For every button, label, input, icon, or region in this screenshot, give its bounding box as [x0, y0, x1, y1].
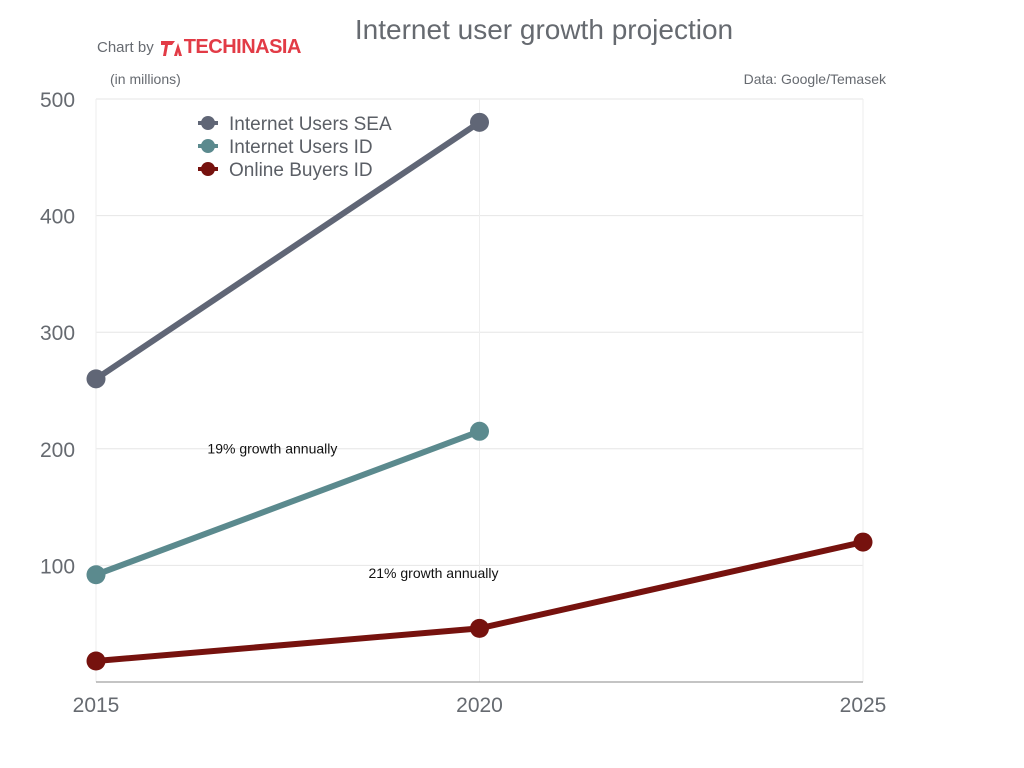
- y-tick-label-100: 100: [40, 555, 75, 578]
- annotation-0: 19% growth annually: [207, 440, 337, 456]
- x-tick-label-2020: 2020: [456, 694, 503, 717]
- y-tick-label-300: 300: [40, 322, 75, 345]
- y-tick-label-500: 500: [40, 89, 75, 112]
- credit-prefix: Chart by: [97, 39, 154, 56]
- techinasia-logo-icon: [160, 40, 182, 56]
- y-tick-label-200: 200: [40, 439, 75, 462]
- techinasia-logo: TECHINASIA: [160, 36, 301, 59]
- grid: [95, 98, 864, 682]
- y-tick-label-400: 400: [40, 206, 75, 229]
- brand-name: TECHINASIA: [183, 36, 302, 58]
- legend-label-0: Internet Users SEA: [229, 114, 392, 135]
- chart-credit: Chart by TECHINASIA: [97, 36, 301, 59]
- series-line-1: [93, 428, 483, 578]
- series-layer: [86, 112, 873, 671]
- legend-marker-0: [201, 116, 215, 130]
- data-point-2-1: [470, 618, 489, 638]
- unit-label: (in millions): [110, 71, 181, 87]
- x-tick-label-2015: 2015: [73, 694, 120, 717]
- data-point-1-1: [470, 421, 489, 441]
- annotation-1: 21% growth annually: [368, 565, 498, 581]
- legend-marker-1: [201, 139, 215, 153]
- data-source: Data: Google/Temasek: [743, 71, 886, 87]
- x-tick-label-2025: 2025: [840, 694, 887, 717]
- data-point-2-2: [853, 532, 873, 552]
- legend-label-1: Internet Users ID: [229, 137, 373, 158]
- series-2: [86, 532, 873, 671]
- annotations: 19% growth annually 21% growth annually: [207, 440, 498, 581]
- legend-marker-2: [201, 162, 215, 176]
- data-point-2-0: [86, 651, 106, 671]
- series-line-0: [93, 119, 483, 382]
- data-point-0-1: [470, 112, 489, 132]
- series-1: [86, 421, 489, 585]
- data-point-0-0: [86, 369, 106, 389]
- series-0: [86, 112, 489, 389]
- axes: 100 200 300 400 500 2015 2020 2025: [40, 89, 886, 717]
- data-point-1-0: [86, 565, 106, 585]
- legend-label-2: Online Buyers ID: [229, 160, 373, 181]
- chart-title: Internet user growth projection: [354, 14, 734, 45]
